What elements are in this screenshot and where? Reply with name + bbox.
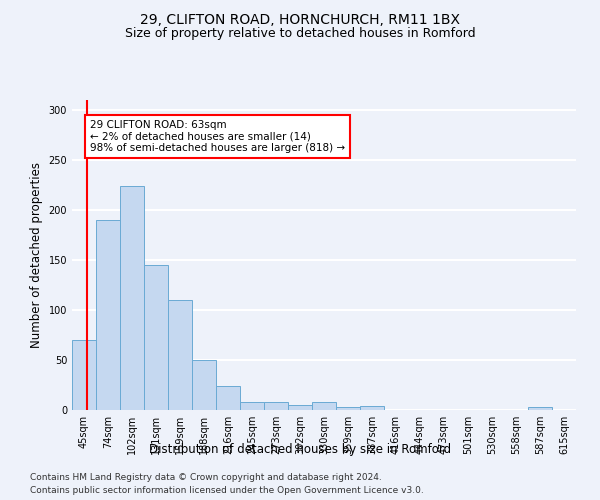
Bar (264, 402, 288, 410)
Text: 29 CLIFTON ROAD: 63sqm
← 2% of detached houses are smaller (14)
98% of semi-deta: 29 CLIFTON ROAD: 63sqm ← 2% of detached … (90, 120, 345, 153)
Bar (96, 220, 120, 410)
Y-axis label: Number of detached properties: Number of detached properties (30, 162, 43, 348)
Bar (360, 406, 384, 410)
Bar (144, 265, 168, 410)
Bar (336, 407, 360, 410)
Text: 29, CLIFTON ROAD, HORNCHURCH, RM11 1BX: 29, CLIFTON ROAD, HORNCHURCH, RM11 1BX (140, 12, 460, 26)
Bar (72, 340, 96, 410)
Bar (240, 402, 264, 410)
Bar (288, 405, 312, 410)
Text: Contains HM Land Registry data © Crown copyright and database right 2024.: Contains HM Land Registry data © Crown c… (30, 472, 382, 482)
Bar (312, 402, 336, 410)
Bar (528, 407, 552, 410)
Bar (216, 386, 240, 410)
Text: Contains public sector information licensed under the Open Government Licence v3: Contains public sector information licen… (30, 486, 424, 495)
Text: Size of property relative to detached houses in Romford: Size of property relative to detached ho… (125, 28, 475, 40)
Bar (192, 360, 216, 410)
Bar (168, 300, 192, 410)
Text: Distribution of detached houses by size in Romford: Distribution of detached houses by size … (149, 442, 451, 456)
Bar (120, 186, 144, 410)
